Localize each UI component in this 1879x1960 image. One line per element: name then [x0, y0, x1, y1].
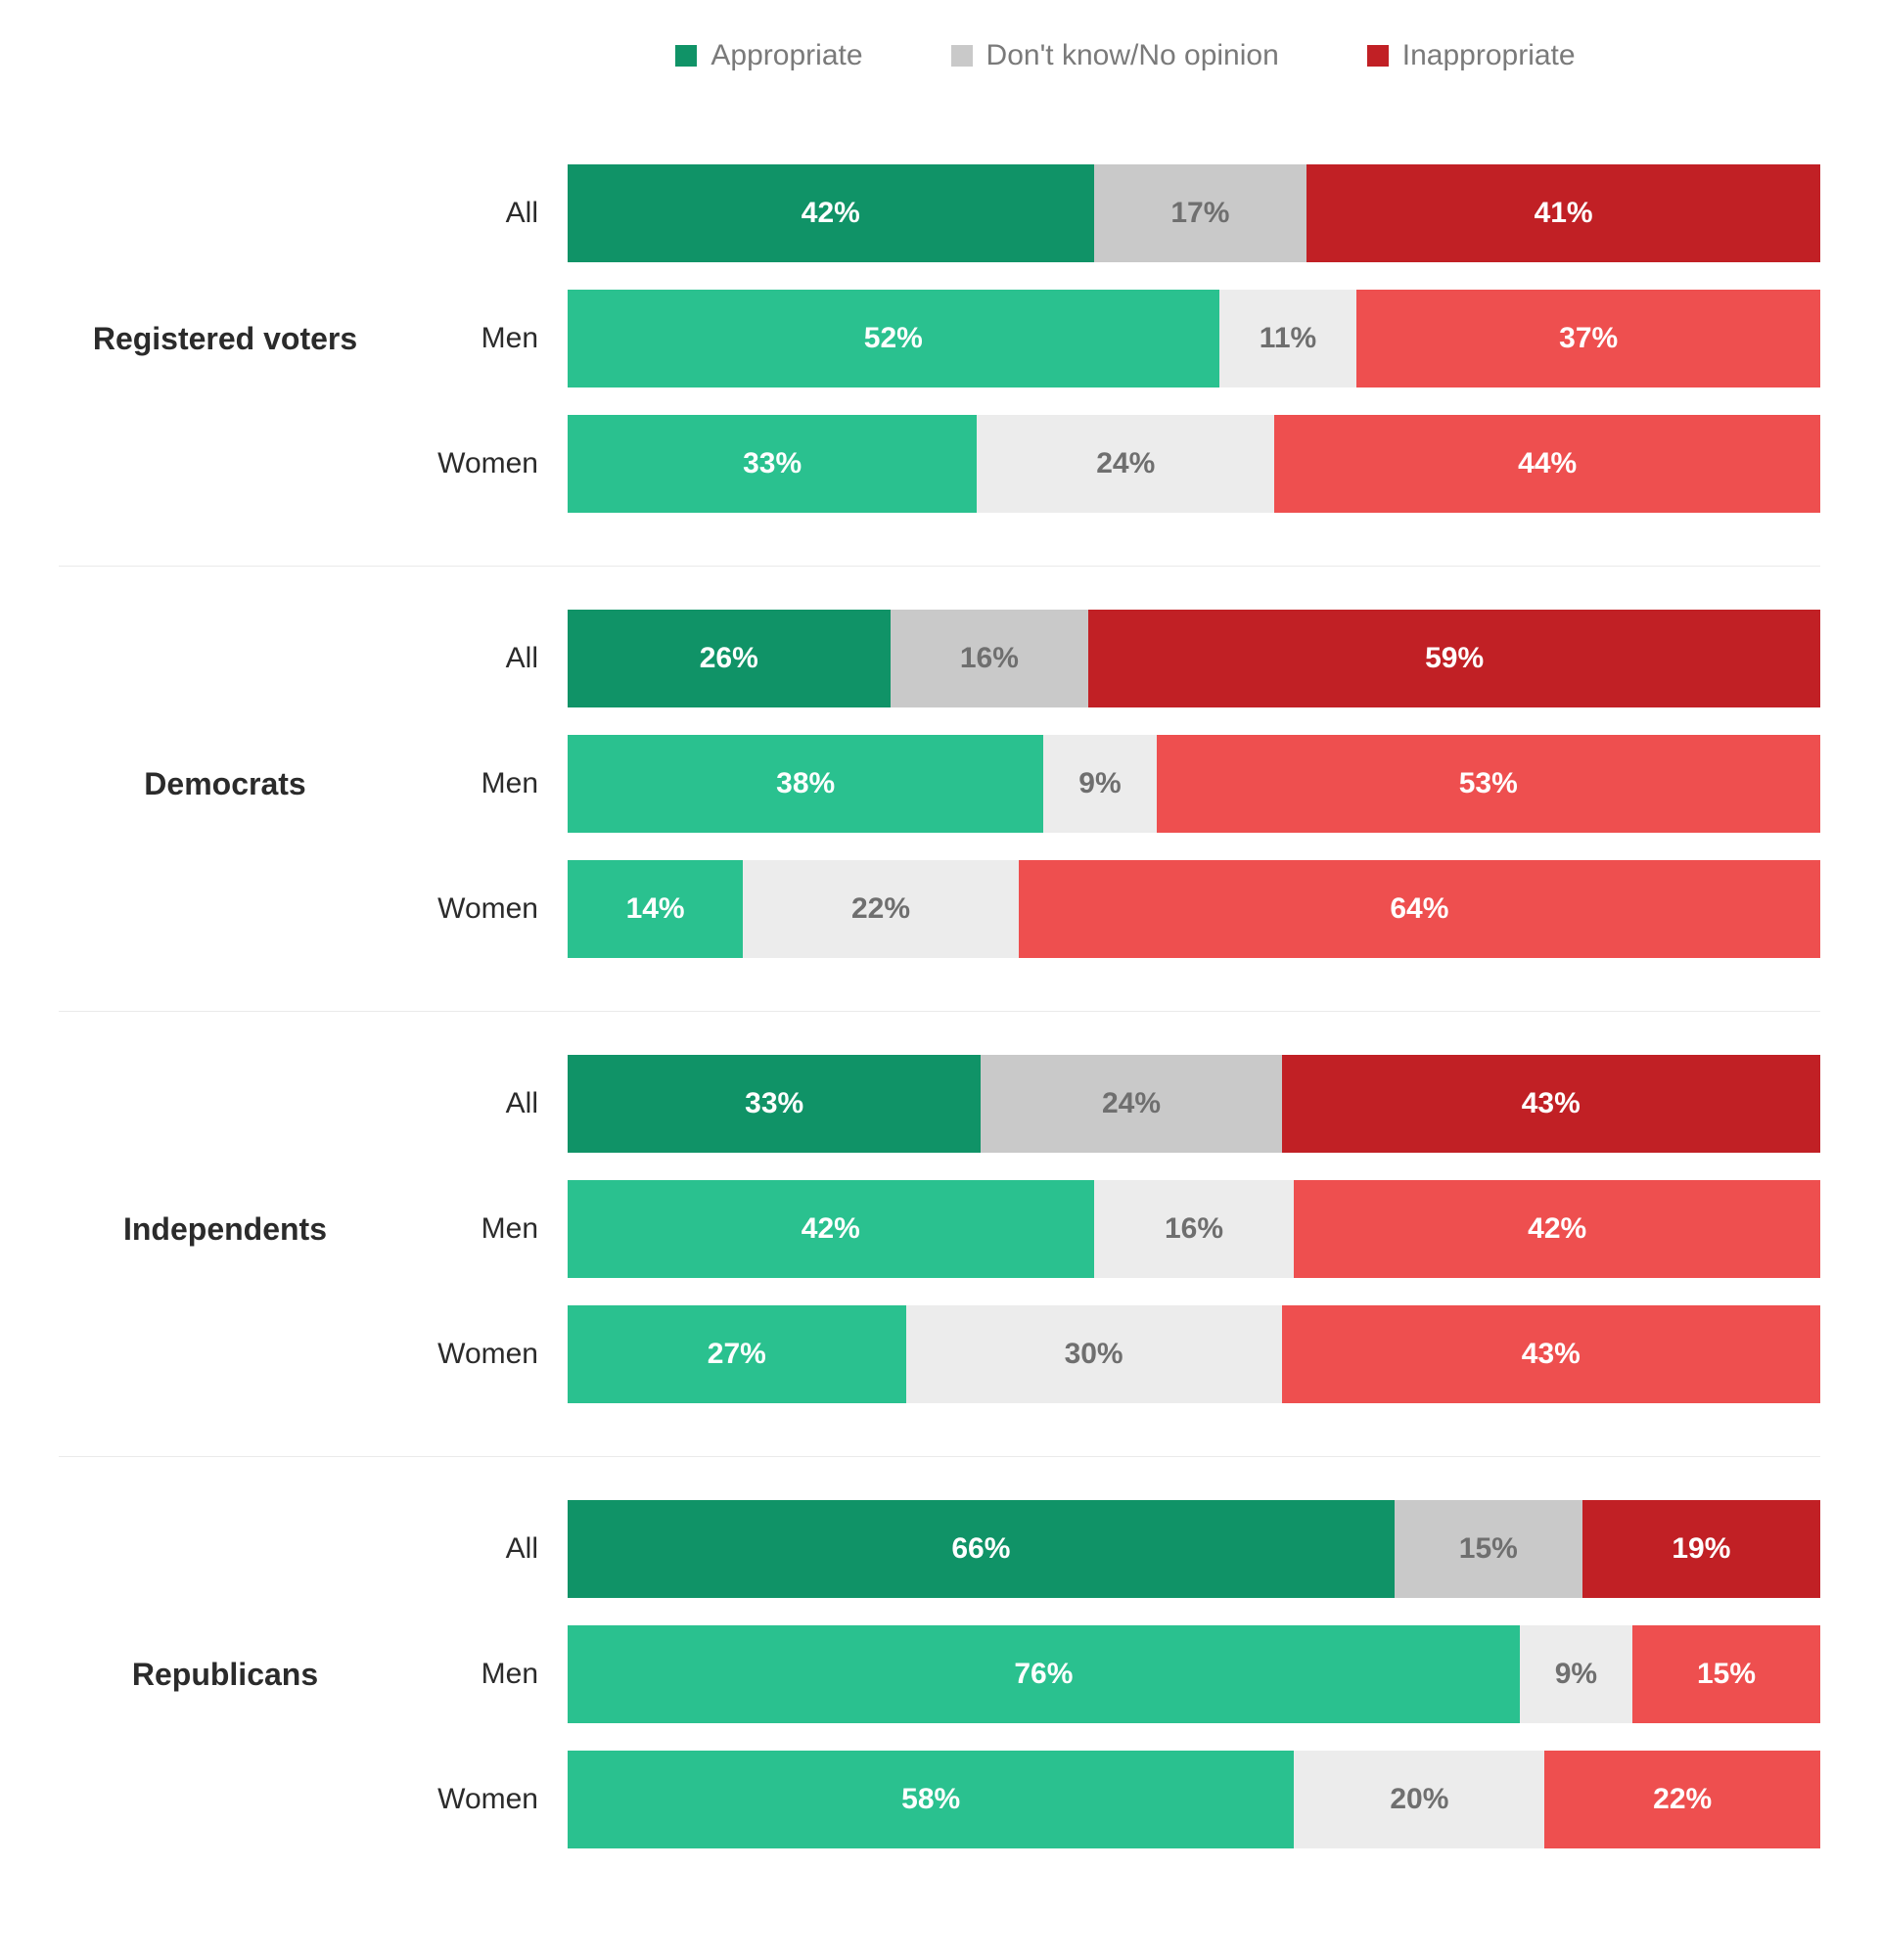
stacked-bar: 66%15%19% [568, 1500, 1820, 1598]
segment-dont-know: 11% [1219, 290, 1357, 387]
chart-group: RepublicansAll66%15%19%Men76%9%15%Women5… [59, 1457, 1820, 1901]
row-label: Men [391, 1658, 568, 1691]
chart-groups: Registered votersAll42%17%41%Men52%11%37… [59, 121, 1820, 1901]
bar-row: Women14%22%64% [391, 860, 1820, 958]
legend-item-inappropriate: Inappropriate [1367, 39, 1576, 72]
segment-dont-know: 9% [1520, 1625, 1632, 1723]
swatch-icon [1367, 45, 1389, 67]
segment-inappropriate: 15% [1632, 1625, 1820, 1723]
segment-dont-know: 15% [1395, 1500, 1582, 1598]
bar-row: Men42%16%42% [391, 1180, 1820, 1278]
segment-appropriate: 33% [568, 415, 977, 513]
segment-appropriate: 66% [568, 1500, 1395, 1598]
segment-dont-know: 30% [906, 1305, 1282, 1403]
group-rows: All26%16%59% Men38%9%53% Women14%22%64% [391, 596, 1820, 972]
segment-dont-know: 24% [977, 415, 1274, 513]
row-label: Men [391, 767, 568, 800]
segment-dont-know: 9% [1043, 735, 1156, 833]
bar-row: Women58%20%22% [391, 1751, 1820, 1848]
stacked-bar: 33%24%44% [568, 415, 1820, 513]
row-label: Women [391, 1783, 568, 1816]
row-label: All [391, 197, 568, 230]
segment-inappropriate: 19% [1582, 1500, 1820, 1598]
segment-appropriate: 42% [568, 1180, 1094, 1278]
group-title: Democrats [59, 766, 391, 802]
segment-inappropriate: 37% [1356, 290, 1820, 387]
swatch-icon [675, 45, 697, 67]
swatch-icon [951, 45, 973, 67]
stacked-bar: 52%11%37% [568, 290, 1820, 387]
segment-inappropriate: 22% [1544, 1751, 1820, 1848]
bar-row: Men38%9%53% [391, 735, 1820, 833]
segment-appropriate: 38% [568, 735, 1043, 833]
segment-dont-know: 16% [891, 610, 1089, 707]
stacked-bar: 42%16%42% [568, 1180, 1820, 1278]
bar-row: All42%17%41% [391, 164, 1820, 262]
chart-group: Registered voters All42%17%41% Men52%11%37… [59, 121, 1820, 567]
legend-label: Appropriate [710, 39, 862, 72]
group-title: Independents [59, 1211, 391, 1248]
row-label: Men [391, 322, 568, 355]
segment-appropriate: 42% [568, 164, 1094, 262]
segment-appropriate: 14% [568, 860, 743, 958]
row-label: All [391, 1532, 568, 1566]
stacked-bar: 42%17%41% [568, 164, 1820, 262]
legend: Appropriate Don't know/No opinion Inappr… [431, 39, 1820, 72]
chart-group: Democrats All26%16%59% Men38%9%53% Women14%… [59, 567, 1820, 1012]
group-rows: All33%24%43%Men42%16%42%Women27%30%43% [391, 1041, 1820, 1417]
legend-item-dont-know: Don't know/No opinion [951, 39, 1279, 72]
row-label: All [391, 642, 568, 675]
segment-inappropriate: 42% [1294, 1180, 1820, 1278]
segment-dont-know: 20% [1294, 1751, 1544, 1848]
row-label: Women [391, 447, 568, 480]
segment-appropriate: 76% [568, 1625, 1520, 1723]
bar-row: All33%24%43% [391, 1055, 1820, 1153]
segment-inappropriate: 43% [1282, 1055, 1820, 1153]
legend-label: Don't know/No opinion [986, 39, 1279, 72]
stacked-bar-chart: Appropriate Don't know/No opinion Inappr… [0, 0, 1879, 1960]
segment-appropriate: 33% [568, 1055, 981, 1153]
segment-inappropriate: 41% [1306, 164, 1820, 262]
group-rows: All66%15%19%Men76%9%15%Women58%20%22% [391, 1486, 1820, 1862]
stacked-bar: 76%9%15% [568, 1625, 1820, 1723]
segment-appropriate: 58% [568, 1751, 1294, 1848]
stacked-bar: 14%22%64% [568, 860, 1820, 958]
segment-inappropriate: 44% [1274, 415, 1820, 513]
legend-label: Inappropriate [1402, 39, 1576, 72]
bar-row: All66%15%19% [391, 1500, 1820, 1598]
segment-dont-know: 17% [1094, 164, 1307, 262]
row-label: All [391, 1087, 568, 1120]
segment-dont-know: 24% [981, 1055, 1281, 1153]
row-label: Women [391, 892, 568, 926]
segment-appropriate: 52% [568, 290, 1219, 387]
legend-item-appropriate: Appropriate [675, 39, 862, 72]
stacked-bar: 38%9%53% [568, 735, 1820, 833]
bar-row: Men52%11%37% [391, 290, 1820, 387]
stacked-bar: 33%24%43% [568, 1055, 1820, 1153]
segment-inappropriate: 53% [1157, 735, 1820, 833]
segment-dont-know: 16% [1094, 1180, 1295, 1278]
segment-appropriate: 26% [568, 610, 891, 707]
segment-dont-know: 22% [743, 860, 1019, 958]
row-label: Men [391, 1212, 568, 1246]
group-title: Registered voters [59, 321, 391, 357]
bar-row: Women33%24%44% [391, 415, 1820, 513]
segment-inappropriate: 59% [1088, 610, 1820, 707]
segment-appropriate: 27% [568, 1305, 906, 1403]
chart-group: IndependentsAll33%24%43%Men42%16%42%Wome… [59, 1012, 1820, 1457]
bar-row: All26%16%59% [391, 610, 1820, 707]
stacked-bar: 26%16%59% [568, 610, 1820, 707]
bar-row: Men76%9%15% [391, 1625, 1820, 1723]
segment-inappropriate: 43% [1282, 1305, 1820, 1403]
stacked-bar: 27%30%43% [568, 1305, 1820, 1403]
row-label: Women [391, 1338, 568, 1371]
stacked-bar: 58%20%22% [568, 1751, 1820, 1848]
group-title: Republicans [59, 1657, 391, 1693]
segment-inappropriate: 64% [1019, 860, 1820, 958]
group-rows: All42%17%41% Men52%11%37% Women33%24%44% [391, 151, 1820, 526]
bar-row: Women27%30%43% [391, 1305, 1820, 1403]
